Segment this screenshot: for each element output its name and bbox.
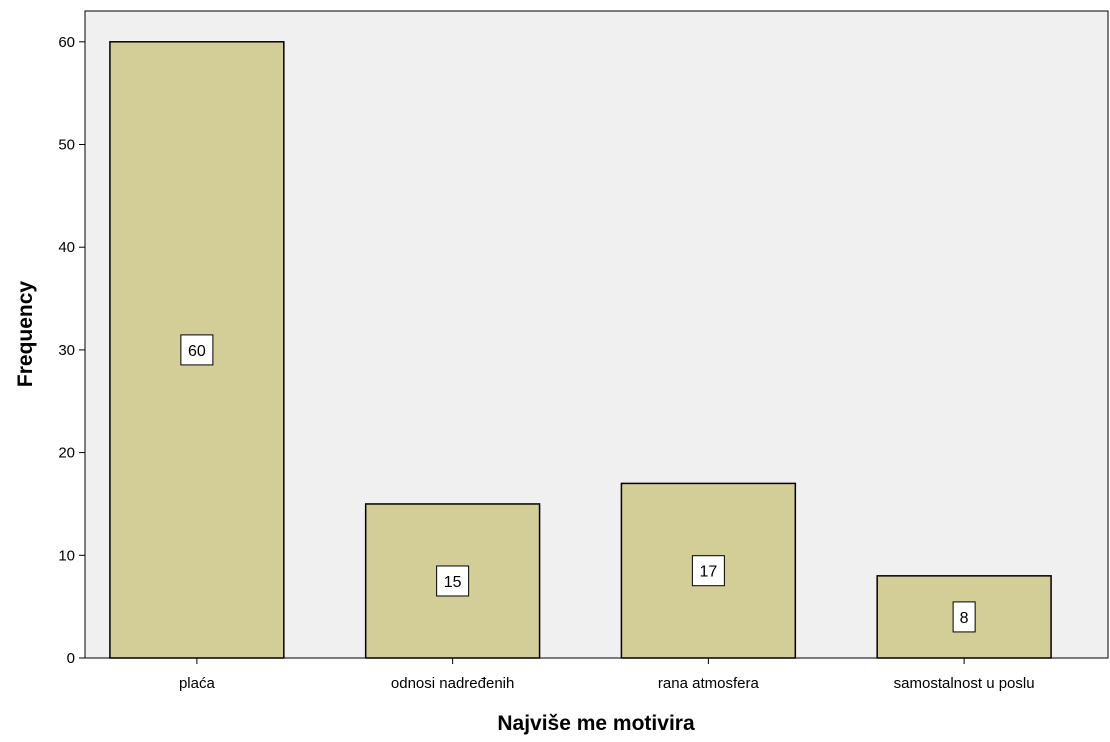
x-axis-title: Najviše me motivira	[497, 712, 695, 735]
data-label: 60	[188, 343, 206, 360]
bars: 60 15 17 8	[109, 41, 1052, 659]
data-label: 17	[699, 564, 717, 581]
x-tick-label: plaća	[179, 675, 216, 692]
y-tick-label: 40	[58, 239, 75, 256]
data-label-box	[691, 555, 725, 587]
x-tick-label: odnosi nadređenih	[391, 675, 514, 692]
data-label: 15	[444, 574, 462, 591]
x-tick-label: samostalnost u poslu	[894, 675, 1035, 692]
y-tick-label: 30	[58, 342, 75, 359]
y-tick-label: 50	[58, 137, 75, 154]
y-tick-label: 0	[67, 650, 75, 667]
data-label: 8	[960, 610, 969, 627]
y-tick-label: 60	[58, 34, 75, 51]
y-axis: 0 10 20 30 40 50 60	[58, 34, 85, 667]
data-label-box	[436, 565, 470, 597]
y-tick-label: 20	[58, 445, 75, 462]
x-axis: plaća odnosi nadređenih rana atmosfera samo…	[179, 658, 1035, 692]
data-label-box	[180, 334, 214, 366]
y-axis-title: Frequency	[14, 281, 37, 388]
data-label-box	[952, 601, 976, 633]
x-tick-label: rana atmosfera	[658, 675, 760, 692]
y-tick-label: 10	[58, 547, 75, 564]
